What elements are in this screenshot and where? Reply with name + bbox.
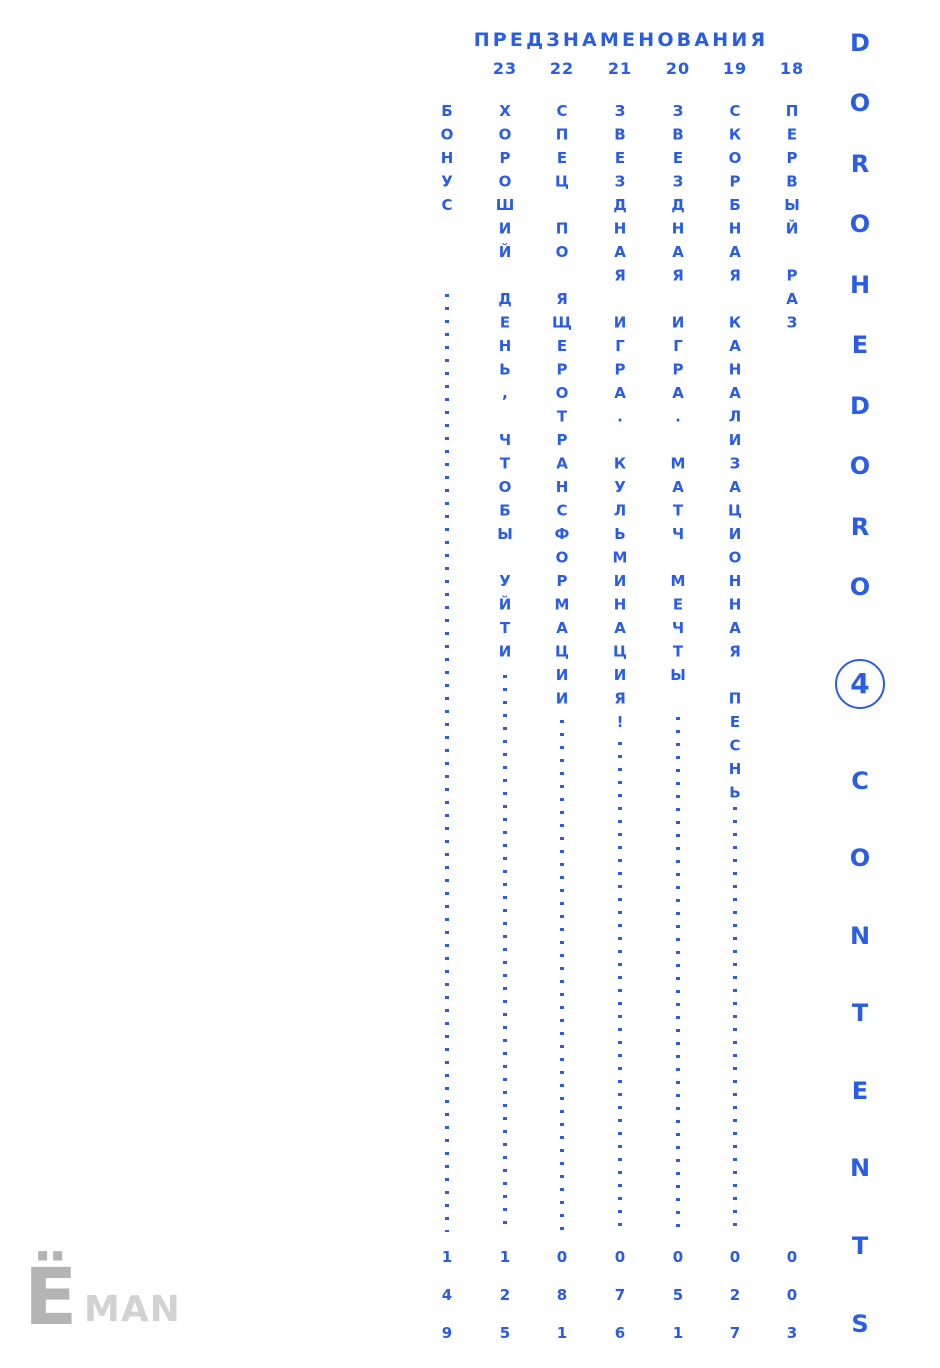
page-number: 076 (611, 1248, 629, 1362)
page-number: 051 (669, 1248, 687, 1362)
section-heading: ПРЕДЗНАМЕНОВАНИЯ (473, 29, 769, 51)
chapter-number: 22 (549, 59, 575, 78)
series-letter: O (849, 573, 871, 601)
leader-dots (560, 720, 564, 1232)
series-letter: O (849, 452, 871, 480)
leader-dots (733, 807, 737, 1232)
toc-entry[interactable]: ЗВЕЗДНАЯ ИГРА. МАТЧ МЕЧТЫ 051 (663, 102, 693, 1362)
chapter-title: ПЕРВЫЙ РАЗ (783, 102, 801, 337)
leader-dots (618, 742, 622, 1232)
toc-entry[interactable]: СКОРБНАЯ КАНАЛИЗАЦИОННАЯ ПЕСНЬ 027 (720, 102, 750, 1362)
series-letter: E (851, 331, 869, 359)
leader-dots (503, 675, 507, 1232)
contents-letter: E (851, 1077, 869, 1105)
page-number: 081 (553, 1248, 571, 1362)
series-letter: O (849, 89, 871, 117)
logo-mark: Ё (24, 1253, 78, 1343)
logo-wordmark: MAN (84, 1289, 181, 1330)
series-letter: D (850, 29, 870, 57)
page-number: 125 (496, 1248, 514, 1362)
chapter-title: ЗВЕЗДНАЯ ИГРА. МАТЧ МЕЧТЫ (669, 102, 687, 690)
chapter-number: 18 (779, 59, 805, 78)
chapter-number: 20 (665, 59, 691, 78)
toc-entry[interactable]: ЗВЕЗДНАЯ ИГРА. КУЛЬМИНАЦИЯ! 076 (605, 102, 635, 1362)
volume-badge: 4 (835, 659, 885, 709)
scanlator-logo: Ё MAN (24, 1252, 194, 1340)
leader-dots (676, 717, 680, 1232)
chapter-number: 21 (607, 59, 633, 78)
contents-letter: S (851, 1310, 869, 1338)
series-letter: R (850, 513, 870, 541)
series-letter: H (849, 271, 871, 299)
toc-entry-bonus[interactable]: БОНУС 149 (432, 102, 462, 1362)
chapter-number: 23 (492, 59, 518, 78)
chapter-title: БОНУС (438, 102, 456, 220)
chapter-title: СКОРБНАЯ КАНАЛИЗАЦИОННАЯ ПЕСНЬ (726, 102, 744, 807)
chapter-number: 19 (722, 59, 748, 78)
contents-letter: N (849, 922, 871, 950)
series-letter: D (850, 392, 870, 420)
contents-letter: C (851, 767, 869, 795)
contents-letter: T (851, 999, 869, 1027)
toc-entry[interactable]: СПЕЦ ПО ЯЩЕРОТРАНСФОРМАЦИИ 081 (547, 102, 577, 1362)
toc-entry[interactable]: ХОРОШИЙ ДЕНЬ, ЧТОБЫ УЙТИ 125 (490, 102, 520, 1362)
leader-dots (445, 294, 449, 1232)
contents-letter: O (849, 844, 871, 872)
contents-letter: N (849, 1154, 871, 1182)
series-letter: O (849, 210, 871, 238)
chapter-title: ЗВЕЗДНАЯ ИГРА. КУЛЬМИНАЦИЯ! (611, 102, 629, 737)
chapter-title: ХОРОШИЙ ДЕНЬ, ЧТОБЫ УЙТИ (496, 102, 514, 666)
toc-entry[interactable]: ПЕРВЫЙ РАЗ 003 (777, 102, 807, 1362)
series-letter: R (850, 150, 870, 178)
chapter-title: СПЕЦ ПО ЯЩЕРОТРАНСФОРМАЦИИ (553, 102, 571, 713)
page-number: 003 (783, 1248, 801, 1362)
contents-letter: T (851, 1232, 869, 1260)
page-number: 027 (726, 1248, 744, 1362)
page-number: 149 (438, 1248, 456, 1362)
